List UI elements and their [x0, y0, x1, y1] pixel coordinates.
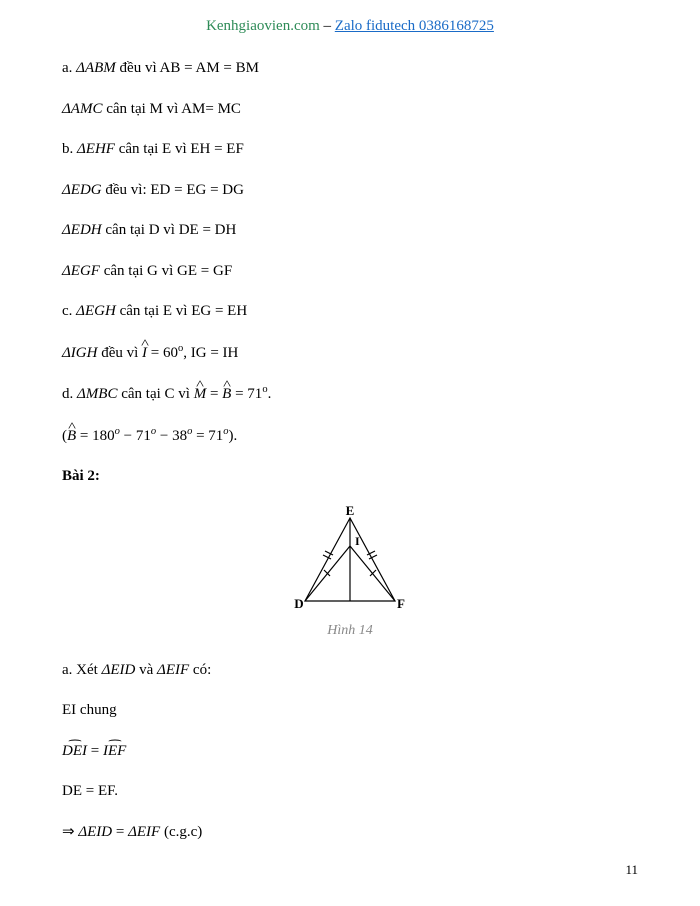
angle-ief: IEF [103, 740, 126, 763]
header-dash: – [320, 18, 335, 34]
text: a. Xét [62, 662, 102, 678]
text: = [206, 386, 222, 402]
label-i: I [355, 534, 360, 548]
header-site: Kenhgiaovien.com [206, 18, 320, 34]
page-header: Kenhgiaovien.com – Zalo fidutech 0386168… [62, 18, 638, 35]
triangle-egf: ΔEGF [62, 263, 100, 279]
triangle-eif-2: ΔEIF [128, 824, 160, 840]
label-d: D [294, 596, 303, 611]
triangle-eif: ΔEIF [157, 662, 189, 678]
line-1: a. ΔABM đều vì AB = AM = BM [62, 57, 638, 80]
figure-hinh-14: E D F I Hình 14 [62, 506, 638, 639]
text: . [268, 386, 272, 402]
text: (c.g.c) [160, 824, 202, 840]
triangle-eid-2: ΔEID [78, 824, 112, 840]
text: c. [62, 303, 76, 319]
text: b. [62, 141, 77, 157]
label-f: F [397, 596, 405, 611]
text: − 71 [120, 428, 151, 444]
text: đều vì [97, 345, 142, 361]
figure-caption: Hình 14 [62, 623, 638, 639]
text: = 180 [76, 428, 114, 444]
header-zalo-link[interactable]: Zalo fidutech 0386168725 [335, 18, 494, 34]
label-e: E [346, 506, 355, 518]
text: = [112, 824, 128, 840]
text: = [87, 743, 103, 759]
triangle-ehf: ΔEHF [77, 141, 115, 157]
page-number: 11 [625, 862, 638, 878]
line-13: DEI = IEF [62, 740, 638, 763]
text: và [135, 662, 157, 678]
triangle-igh: ΔIGH [62, 345, 97, 361]
line-5: ΔEDH cân tại D vì DE = DH [62, 219, 638, 242]
line-12: EI chung [62, 699, 638, 722]
text: cân tại G vì GE = GF [100, 263, 232, 279]
text: cân tại E vì EG = EH [116, 303, 247, 319]
line-6: ΔEGF cân tại G vì GE = GF [62, 260, 638, 283]
b-hat: B [222, 383, 231, 406]
line-7: c. ΔEGH cân tại E vì EG = EH [62, 300, 638, 323]
triangle-eid: ΔEID [102, 662, 136, 678]
line-3: b. ΔEHF cân tại E vì EH = EF [62, 138, 638, 161]
i-hat: I [142, 342, 147, 365]
text: cân tại C vì [117, 386, 193, 402]
text: = 71 [192, 428, 223, 444]
triangle-egh: ΔEGH [76, 303, 116, 319]
m-hat: M [194, 383, 207, 406]
line-2: ΔAMC cân tại M vì AM= MC [62, 98, 638, 121]
text: cân tại E vì EH = EF [115, 141, 244, 157]
text: a. [62, 60, 76, 76]
text: − 38 [156, 428, 187, 444]
text: cân tại M vì AM= MC [102, 101, 240, 117]
line-10: (B = 180o − 71o − 38o = 71o). [62, 424, 638, 448]
triangle-edh: ΔEDH [62, 222, 102, 238]
text: = 60 [147, 345, 178, 361]
text: đều vì AB = AM = BM [116, 60, 259, 76]
bai-2-heading: Bài 2: [62, 465, 638, 488]
triangle-mbc: ΔMBC [77, 386, 117, 402]
text: d. [62, 386, 77, 402]
triangle-amc: ΔAMC [62, 101, 102, 117]
line-11: a. Xét ΔEID và ΔEIF có: [62, 659, 638, 682]
line-4: ΔEDG đều vì: ED = EG = DG [62, 179, 638, 202]
triangle-abm: ΔABM [76, 60, 116, 76]
text: cân tại D vì DE = DH [102, 222, 237, 238]
text: , IG = IH [183, 345, 238, 361]
text: có: [189, 662, 211, 678]
line-9: d. ΔMBC cân tại C vì M = B = 71o. [62, 382, 638, 406]
arrow: ⇒ [62, 824, 78, 840]
b-hat-2: B [67, 425, 76, 448]
text: đều vì: ED = EG = DG [102, 182, 244, 198]
angle-dei: DEI [62, 740, 87, 763]
line-8: ΔIGH đều vì I = 60o, IG = IH [62, 341, 638, 365]
line-15: ⇒ ΔEID = ΔEIF (c.g.c) [62, 821, 638, 844]
text: = 71 [231, 386, 262, 402]
triangle-edg: ΔEDG [62, 182, 102, 198]
line-14: DE = EF. [62, 780, 638, 803]
text: ). [229, 428, 238, 444]
triangle-diagram: E D F I [275, 506, 425, 621]
